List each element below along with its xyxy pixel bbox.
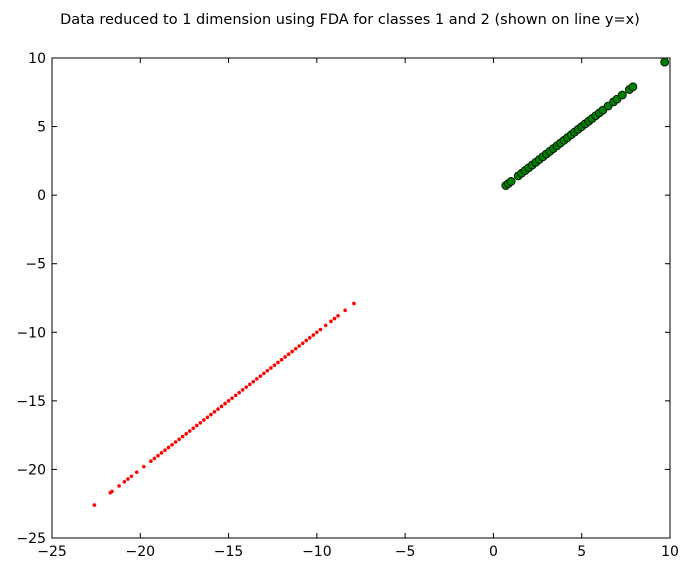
scatter-point-class-1	[269, 366, 273, 370]
scatter-point-class-1	[173, 440, 178, 444]
scatter-point-class-2	[660, 57, 670, 67]
scatter-point-class-1	[194, 423, 199, 428]
y-tick-label: −15	[16, 394, 46, 410]
y-tick-label: −10	[16, 325, 46, 341]
scatter-point-class-1	[216, 407, 220, 411]
scatter-point-class-1	[134, 470, 139, 474]
scatter-point-class-1	[247, 382, 252, 387]
x-tick-label: −10	[302, 544, 332, 560]
plot-area: −25 −20 −15 −10 −5 0 5 10 −25 −20 −15 −10 −5 0 5 10	[16, 51, 678, 560]
scatter-point-class-1	[293, 346, 298, 351]
plot-frame	[51, 57, 671, 539]
scatter-point-class-1	[233, 393, 238, 398]
scatter-point-class-1	[237, 390, 241, 395]
scatter-point-class-1	[226, 399, 231, 403]
scatter-point-class-1	[129, 474, 134, 479]
y-tick-label: 5	[37, 120, 46, 136]
y-tick-label: 0	[37, 188, 46, 204]
scatter-point-class-1	[323, 323, 328, 328]
scatter-point-class-2	[617, 90, 627, 100]
y-tick-label: −25	[16, 531, 46, 547]
scatter-point-class-1	[286, 352, 291, 357]
scatter-point-class-1	[262, 371, 266, 376]
scatter-point-class-1	[336, 314, 340, 318]
scatter-point-class-1	[142, 464, 146, 469]
x-tick-label: 5	[577, 544, 586, 560]
scatter-point-class-1	[240, 388, 245, 392]
scatter-point-class-1	[149, 459, 153, 464]
scatter-point-class-1	[202, 418, 206, 422]
scatter-point-class-1	[272, 363, 277, 368]
scatter-point-class-1	[219, 404, 224, 409]
scatter-point-class-1	[332, 316, 337, 321]
y-tick-label: −5	[25, 257, 46, 273]
scatter-point-class-1	[283, 355, 287, 359]
x-tick-label: −25	[37, 544, 67, 560]
scatter-point-class-1	[184, 431, 188, 436]
scatter-point-class-1	[279, 357, 284, 362]
scatter-point-class-1	[307, 335, 312, 340]
scatter-point-class-1	[352, 301, 356, 306]
scatter-point-class-1	[92, 503, 97, 507]
scatter-point-class-1	[290, 349, 294, 354]
scatter-point-class-1	[343, 308, 347, 313]
scatter-point-class-1	[304, 338, 309, 343]
scatter-point-class-1	[251, 379, 256, 384]
scatter-point-class-1	[191, 426, 196, 431]
scatter-point-class-1	[198, 421, 203, 425]
scatter-point-class-1	[110, 489, 114, 494]
scatter-point-class-1	[122, 479, 127, 484]
scatter-point-class-1	[187, 429, 192, 433]
scatter-point-class-1	[212, 410, 217, 414]
scatter-point-class-1	[230, 396, 234, 400]
scatter-point-class-1	[170, 442, 174, 447]
scatter-point-class-1	[300, 341, 305, 346]
scatter-point-class-1	[329, 319, 333, 324]
scatter-point-class-1	[163, 448, 167, 453]
scatter-point-class-1	[159, 451, 164, 455]
scatter-point-class-1	[205, 415, 210, 420]
y-tick-label: 10	[28, 51, 46, 67]
scatter-point-class-1	[311, 333, 316, 337]
scatter-point-class-1	[126, 477, 130, 481]
scatter-point-class-1	[318, 327, 323, 332]
scatter-point-class-1	[315, 330, 319, 335]
scatter-point-class-1	[177, 437, 181, 442]
x-tick-label: 10	[661, 544, 679, 560]
scatter-point-class-1	[166, 445, 171, 450]
x-tick-label: −15	[214, 544, 244, 560]
y-tick-label: −20	[16, 462, 46, 478]
x-tick-label: 0	[489, 544, 498, 560]
x-tick-label: −5	[395, 544, 416, 560]
scatter-point-class-1	[223, 401, 227, 406]
scatter-point-class-2	[506, 177, 516, 186]
scatter-point-class-1	[152, 456, 157, 461]
x-tick-label: −20	[126, 544, 156, 560]
scatter-point-class-1	[258, 374, 263, 378]
scatter-point-class-2	[628, 82, 638, 92]
scatter-point-class-1	[209, 412, 213, 417]
scatter-point-class-1	[156, 453, 160, 458]
scatter-point-class-1	[297, 344, 302, 348]
scatter-point-class-1	[244, 385, 249, 389]
chart-title: Data reduced to 1 dimension using FDA fo…	[60, 12, 640, 28]
scatter-point-class-1	[117, 484, 121, 488]
scatter-point-class-1	[276, 360, 280, 365]
scatter-point-class-1	[180, 434, 185, 439]
scatter-point-class-1	[255, 377, 259, 381]
scatter-point-class-1	[265, 368, 270, 373]
